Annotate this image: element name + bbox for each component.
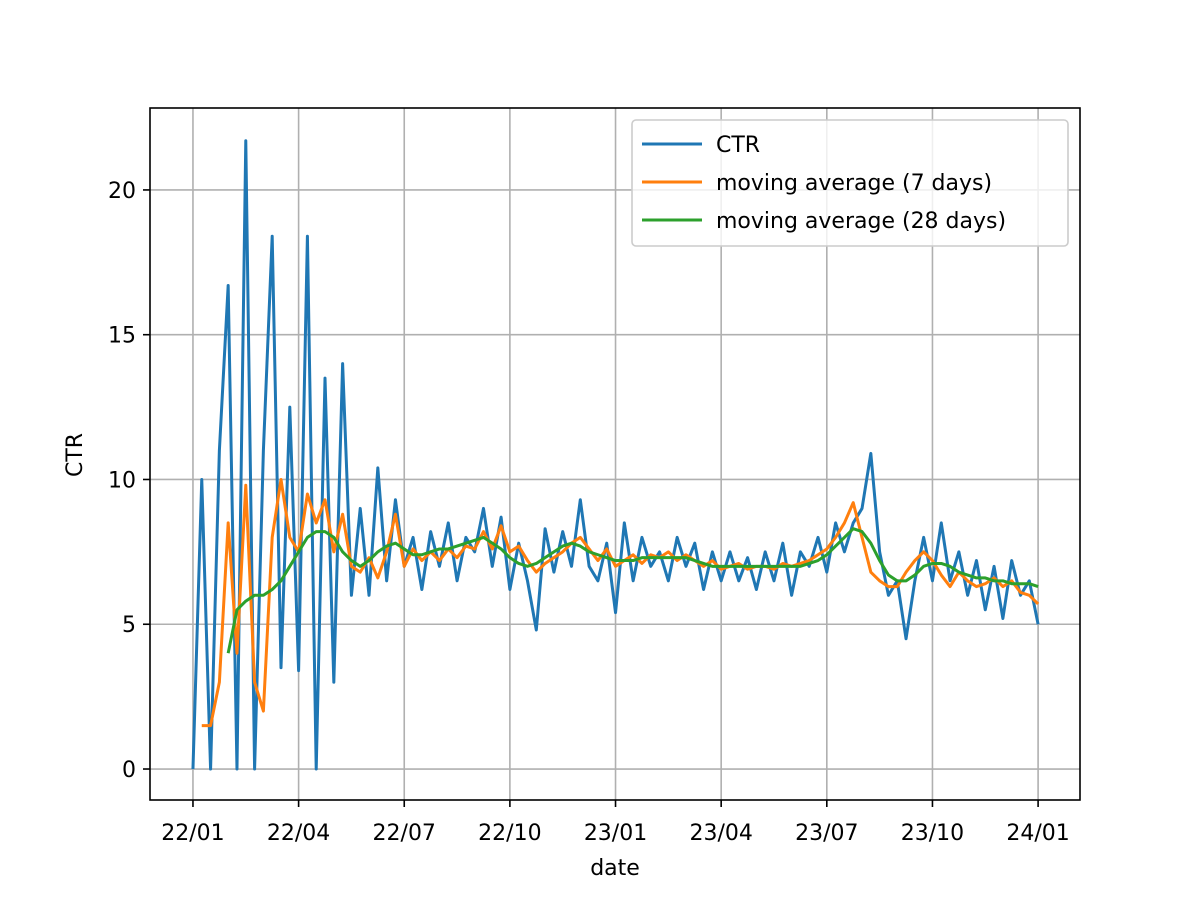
y-tick-label: 15 — [108, 324, 136, 349]
x-tick-label: 24/01 — [1006, 821, 1069, 846]
legend-label: moving average (28 days) — [716, 209, 1006, 234]
x-tick-label: 23/04 — [689, 821, 752, 846]
x-axis-label: date — [590, 856, 640, 881]
x-tick-label: 23/01 — [584, 821, 647, 846]
y-tick-label: 5 — [122, 613, 136, 638]
legend-box — [631, 119, 1069, 247]
series-line — [226, 527, 1039, 654]
x-tick-label: 22/01 — [161, 821, 224, 846]
legend-label: CTR — [716, 133, 760, 158]
x-tick-label: 23/07 — [795, 821, 858, 846]
x-tick-label: 22/10 — [478, 821, 541, 846]
y-axis-label: CTR — [63, 433, 88, 477]
series-line — [201, 477, 1040, 728]
plot-frame — [149, 107, 1081, 801]
x-tick-label: 22/04 — [267, 821, 330, 846]
y-tick-label: 10 — [108, 468, 136, 493]
x-tick-label: 22/07 — [373, 821, 436, 846]
y-tick-label: 0 — [122, 758, 136, 783]
legend-label: moving average (7 days) — [716, 171, 992, 196]
y-tick-label: 20 — [108, 179, 136, 204]
x-tick-label: 23/10 — [901, 821, 964, 846]
